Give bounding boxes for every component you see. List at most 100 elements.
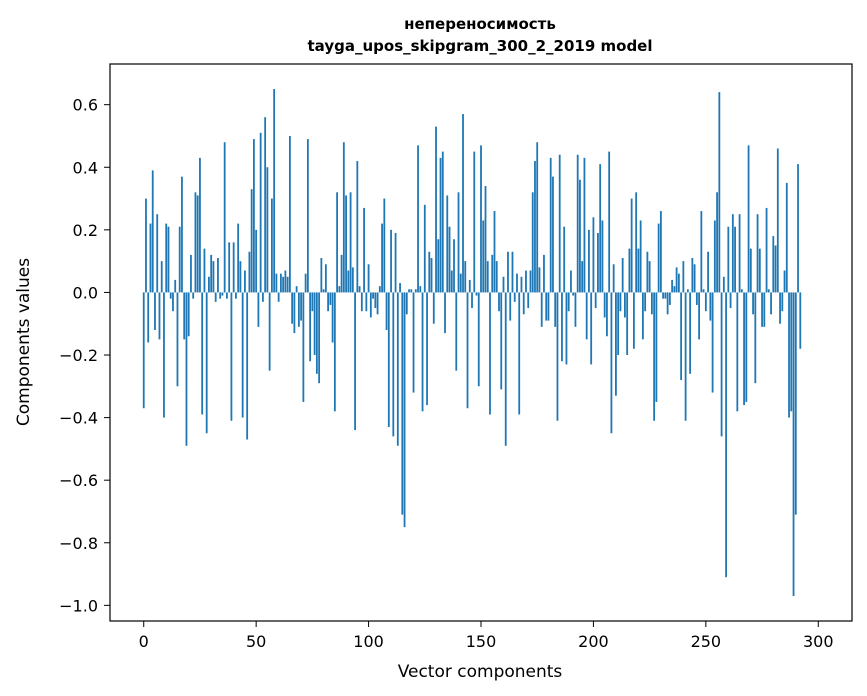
bar-195 — [581, 261, 584, 293]
bar-125 — [423, 204, 426, 293]
bar-257 — [720, 292, 723, 437]
bar-115 — [401, 292, 404, 515]
bar-170 — [525, 270, 527, 293]
bar-193 — [576, 154, 579, 293]
bar-122 — [417, 145, 419, 293]
bar-271 — [752, 292, 754, 315]
y-tick-label: −0.6 — [59, 471, 98, 490]
bar-244 — [691, 258, 694, 293]
bar-141 — [459, 273, 462, 293]
bar-269 — [747, 145, 750, 293]
bar-272 — [754, 292, 757, 384]
bar-106 — [381, 223, 383, 293]
x-tick-label: 100 — [353, 632, 384, 651]
bar-69 — [297, 292, 300, 327]
bar-95 — [356, 161, 359, 293]
bar-20 — [187, 292, 190, 337]
bar-245 — [693, 264, 696, 293]
bar-48 — [250, 189, 253, 293]
bar-65 — [288, 135, 291, 293]
x-tick-label: 250 — [691, 632, 722, 651]
bar-110 — [390, 229, 392, 293]
bar-25 — [199, 157, 201, 293]
bar-10 — [165, 223, 168, 293]
bar-21 — [190, 254, 192, 293]
bar-213 — [621, 258, 624, 293]
bar-124 — [421, 292, 424, 412]
bar-247 — [698, 292, 700, 340]
bar-135 — [446, 195, 449, 293]
bar-157 — [495, 261, 498, 293]
bar-77 — [315, 292, 318, 374]
bar-283 — [779, 292, 781, 324]
bar-273 — [756, 214, 759, 293]
bar-188 — [565, 292, 568, 365]
bar-286 — [785, 182, 788, 293]
chart-subtitle: tayga_upos_skipgram_300_2_2019 model — [308, 37, 653, 55]
bar-90 — [345, 195, 347, 293]
bar-200 — [592, 217, 595, 293]
bar-11 — [167, 226, 170, 293]
bar-256 — [718, 92, 721, 293]
bar-140 — [457, 192, 460, 293]
bar-81 — [324, 264, 327, 293]
bar-131 — [437, 239, 440, 293]
bar-233 — [666, 292, 669, 315]
bar-56 — [268, 292, 271, 371]
y-tick-label: 0.0 — [73, 283, 98, 302]
bar-26 — [201, 292, 204, 415]
bar-41 — [235, 292, 237, 299]
y-tick-label: 0.6 — [73, 96, 98, 115]
bar-229 — [657, 223, 660, 293]
bar-144 — [466, 292, 469, 409]
bar-221 — [639, 220, 642, 293]
bar-187 — [563, 226, 566, 293]
bar-248 — [700, 211, 703, 293]
bar-130 — [435, 126, 437, 293]
bar-42 — [237, 223, 240, 293]
bar-274 — [758, 248, 761, 293]
bar-5 — [154, 292, 156, 330]
bar-8 — [160, 261, 163, 293]
bar-108 — [385, 292, 388, 330]
bar-101 — [369, 292, 372, 318]
x-tick-label: 50 — [246, 632, 266, 651]
bar-70 — [300, 292, 303, 321]
bar-220 — [637, 248, 640, 293]
bar-182 — [552, 176, 554, 293]
y-tick-label: −0.8 — [59, 534, 98, 553]
bar-163 — [509, 292, 512, 321]
bar-192 — [574, 292, 577, 327]
bar-228 — [655, 292, 658, 402]
bar-105 — [378, 286, 381, 293]
bar-189 — [567, 292, 570, 312]
bar-253 — [711, 292, 714, 393]
bar-86 — [336, 192, 338, 293]
bar-181 — [549, 157, 552, 293]
bar-67 — [293, 292, 296, 334]
bar-121 — [414, 289, 417, 293]
bar-223 — [644, 292, 647, 312]
bar-104 — [376, 292, 379, 315]
bar-34 — [219, 292, 222, 299]
bar-113 — [396, 292, 399, 446]
bar-230 — [659, 211, 662, 293]
bar-287 — [788, 292, 790, 418]
bar-55 — [266, 167, 269, 293]
bar-180 — [547, 292, 550, 321]
bar-251 — [707, 251, 709, 293]
bar-117 — [405, 292, 408, 315]
bar-14 — [174, 279, 177, 293]
bar-206 — [606, 292, 608, 337]
bar-72 — [304, 273, 307, 293]
bar-216 — [628, 248, 631, 293]
bar-185 — [558, 154, 561, 293]
bar-149 — [477, 292, 480, 387]
bar-203 — [599, 164, 602, 293]
bar-147 — [473, 151, 476, 293]
bars-group — [142, 89, 802, 596]
bar-87 — [338, 286, 341, 293]
bar-74 — [309, 292, 312, 362]
bar-16 — [178, 226, 181, 293]
bar-179 — [545, 292, 548, 321]
